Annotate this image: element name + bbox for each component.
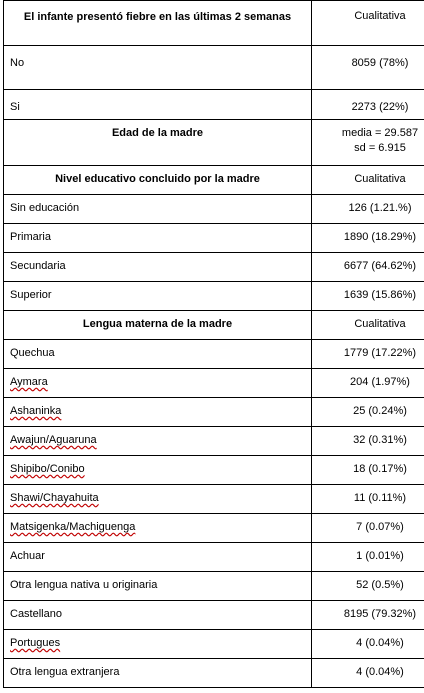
row-value-castellano: 8195 (79.32%) xyxy=(343,608,417,620)
row-value-aymara: 204 (1.97%) xyxy=(350,376,410,388)
row-value-portugues: 4 (0.04%) xyxy=(356,637,404,649)
mother-age-stats-value: media = 29.587 sd = 6.915 xyxy=(341,127,419,154)
table-row: Portugues 4 (0.04%) xyxy=(3,629,424,659)
table-row: Sin educación 126 (1.21.%) xyxy=(3,194,424,224)
table-row: No 8059 (78%) xyxy=(3,45,424,90)
mother-age-header-label: Edad de la madre xyxy=(111,127,204,139)
table-row: Primaria 1890 (18.29%) xyxy=(3,223,424,253)
row-label-sin-educacion: Sin educación xyxy=(10,202,80,214)
row-value-quechua: 1779 (17.22%) xyxy=(343,347,417,359)
row-value-matsigenka: 7 (0.07%) xyxy=(356,521,404,533)
table-row: Otra lengua extranjera 4 (0.04%) xyxy=(3,658,424,688)
row-label-si: Si xyxy=(10,101,20,113)
row-label-otra-lengua-nativa: Otra lengua nativa u originaria xyxy=(10,579,158,591)
table-row: Shipibo/Conibo 18 (0.17%) xyxy=(3,455,424,485)
table-row: Matsigenka/Machiguenga 7 (0.07%) xyxy=(3,513,424,543)
row-value-sin-educacion: 126 (1.21.%) xyxy=(348,202,412,214)
table-row: Superior 1639 (15.86%) xyxy=(3,281,424,311)
row-label-shipibo: Shipibo/Conibo xyxy=(10,463,85,475)
row-value-no: 8059 (78%) xyxy=(351,57,409,69)
row-label-achuar: Achuar xyxy=(10,550,45,562)
table-row: Achuar 1 (0.01%) xyxy=(3,542,424,572)
row-label-portugues: Portugues xyxy=(10,637,61,649)
section-header-row: Edad de la madre media = 29.587 sd = 6.9… xyxy=(3,119,424,166)
row-value-achuar: 1 (0.01%) xyxy=(356,550,404,562)
row-label-shawi: Shawi/Chayahuita xyxy=(10,492,99,504)
row-value-shawi: 11 (0.11%) xyxy=(353,492,407,504)
education-header-label: Nivel educativo concluido por la madre xyxy=(55,173,260,185)
row-label-quechua: Quechua xyxy=(10,347,55,359)
row-value-si: 2273 (22%) xyxy=(351,101,409,113)
table-row: Si 2273 (22%) xyxy=(3,89,424,120)
row-label-primaria: Primaria xyxy=(10,231,51,243)
row-value-shipibo: 18 (0.17%) xyxy=(353,463,407,475)
table-row: Awajun/Aguaruna 32 (0.31%) xyxy=(3,426,424,456)
section-header-row: Lengua materna de la madre Cualitativa xyxy=(3,310,424,340)
table-row: Secundaria 6677 (64.62%) xyxy=(3,252,424,282)
row-value-superior: 1639 (15.86%) xyxy=(343,289,417,301)
row-label-no: No xyxy=(10,57,25,69)
row-label-secundaria: Secundaria xyxy=(10,260,66,272)
table-row: Aymara 204 (1.97%) xyxy=(3,368,424,398)
fever-type-cell: Cualitativa xyxy=(311,0,424,46)
row-value-ashaninka: 25 (0.24%) xyxy=(353,405,407,417)
row-value-awajun: 32 (0.31%) xyxy=(353,434,407,446)
row-label-superior: Superior xyxy=(10,289,52,301)
row-label-awajun: Awajun/Aguaruna xyxy=(10,434,97,446)
table-row: Quechua 1779 (17.22%) xyxy=(3,339,424,369)
row-value-primaria: 1890 (18.29%) xyxy=(343,231,417,243)
section-header-row: Nivel educativo concluido por la madre C… xyxy=(3,165,424,195)
section-header-row: El infante presentó fiebre en las última… xyxy=(3,0,424,46)
row-value-otra-lengua-extranjera: 4 (0.04%) xyxy=(356,666,404,678)
row-label-matsigenka: Matsigenka/Machiguenga xyxy=(10,521,136,533)
row-label-castellano: Castellano xyxy=(10,608,62,620)
table-row: Ashaninka 25 (0.24%) xyxy=(3,397,424,427)
fever-header-cell: El infante presentó fiebre en las última… xyxy=(3,0,312,46)
table-row: Castellano 8195 (79.32%) xyxy=(3,600,424,630)
fever-type-value: Cualitativa xyxy=(354,10,406,22)
row-label-aymara: Aymara xyxy=(10,376,48,388)
language-type-value: Cualitativa xyxy=(354,318,406,330)
statistics-table: El infante presentó fiebre en las última… xyxy=(3,0,424,688)
fever-header-label: El infante presentó fiebre en las última… xyxy=(23,11,292,23)
education-type-value: Cualitativa xyxy=(354,173,406,185)
row-value-secundaria: 6677 (64.62%) xyxy=(343,260,417,272)
language-header-label: Lengua materna de la madre xyxy=(82,318,233,330)
row-label-ashaninka: Ashaninka xyxy=(10,405,62,417)
row-value-otra-lengua-nativa: 52 (0.5%) xyxy=(356,579,404,591)
row-label-otra-lengua-extranjera: Otra lengua extranjera xyxy=(10,666,120,678)
table-row: Shawi/Chayahuita 11 (0.11%) xyxy=(3,484,424,514)
table-row: Otra lengua nativa u originaria 52 (0.5%… xyxy=(3,571,424,601)
